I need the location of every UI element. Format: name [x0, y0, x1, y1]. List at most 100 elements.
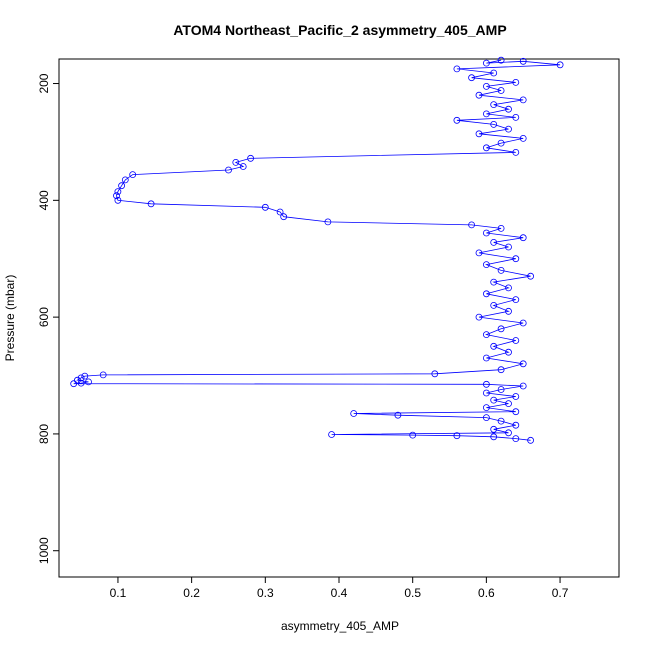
data-point [482, 389, 490, 397]
data-point [453, 432, 461, 440]
y-tick-label: 200 [37, 73, 51, 93]
data-point [475, 130, 483, 138]
data-point [99, 371, 107, 379]
data-point [247, 154, 255, 162]
data-point [519, 382, 527, 390]
y-tick-label: 800 [37, 424, 51, 444]
data-point [497, 56, 505, 64]
data-point [519, 134, 527, 142]
y-axis: 200 400 600 800 1000 [37, 73, 59, 564]
data-point [505, 284, 512, 292]
data-point [497, 87, 505, 94]
data-point [232, 158, 240, 166]
data-point [519, 57, 527, 65]
data-point [490, 69, 498, 77]
data-point [482, 380, 490, 388]
data-point [482, 414, 490, 422]
data-point [261, 203, 269, 211]
data-point [512, 408, 520, 416]
data-point [225, 166, 232, 174]
data-point [453, 65, 461, 73]
data-point [519, 96, 527, 104]
data-point [527, 436, 534, 444]
data-point [556, 61, 564, 69]
data-point [527, 272, 534, 280]
data-point [394, 411, 402, 419]
data-point [497, 266, 505, 274]
data-point [475, 313, 483, 321]
data-point [113, 192, 120, 200]
data-point [505, 243, 512, 251]
data-point [482, 144, 490, 152]
data-point [505, 429, 512, 437]
data-point [431, 370, 439, 378]
x-axis: 0.1 0.2 0.3 0.4 0.5 0.6 0.7 [110, 577, 569, 600]
data-point [70, 380, 78, 388]
data-point [497, 139, 505, 147]
data-point [512, 79, 520, 86]
data-point [77, 379, 85, 387]
y-axis-label: Pressure (mbar) [3, 275, 17, 362]
data-point [114, 196, 122, 204]
data-point [505, 125, 512, 133]
data-point [519, 360, 527, 368]
data-point [324, 218, 332, 226]
x-tick-label: 0.2 [183, 586, 200, 600]
x-tick-label: 0.1 [110, 586, 127, 600]
data-point [239, 163, 247, 170]
data-point [505, 400, 512, 408]
data-point [475, 249, 483, 257]
x-tick-label: 0.4 [331, 586, 348, 600]
x-tick-label: 0.3 [257, 586, 274, 600]
data-point [512, 393, 520, 400]
data-point [147, 200, 155, 208]
data-point [512, 255, 520, 263]
data-point [475, 91, 483, 99]
data-point [490, 278, 498, 286]
data-point [482, 404, 490, 412]
data-point [505, 348, 512, 356]
y-tick-label: 600 [37, 307, 51, 327]
data-point [512, 148, 520, 156]
data-point [519, 234, 527, 242]
x-tick-label: 0.5 [404, 586, 421, 600]
data-point [81, 372, 89, 380]
data-point [490, 342, 498, 350]
x-tick-label: 0.6 [478, 586, 495, 600]
data-point [512, 296, 520, 304]
data-point [490, 101, 498, 108]
data-point [512, 114, 520, 121]
data-point [482, 110, 490, 118]
data-point [512, 337, 520, 344]
data-point [129, 171, 137, 179]
data-point [497, 224, 505, 232]
data-point [497, 417, 505, 425]
data-point [497, 366, 505, 374]
chart-title: ATOM4 Northeast_Pacific_2 asymmetry_405_… [173, 22, 506, 38]
y-tick-label: 400 [37, 190, 51, 210]
data-point [497, 325, 505, 333]
data-point [482, 83, 490, 90]
x-axis-label: asymmetry_405_AMP [281, 619, 399, 633]
data-point [490, 301, 498, 309]
data-point [409, 431, 417, 439]
data-point [482, 229, 490, 237]
series-group [70, 56, 564, 444]
data-point [276, 208, 284, 216]
data-point [490, 425, 498, 433]
data-point [468, 74, 476, 82]
data-point [118, 182, 125, 190]
data-point [482, 331, 490, 339]
data-point [490, 238, 498, 246]
data-point [512, 421, 520, 429]
data-point [280, 213, 288, 221]
data-point [505, 307, 512, 315]
data-point [482, 261, 490, 269]
data-point [121, 176, 129, 184]
data-point [505, 105, 512, 113]
data-point [490, 433, 498, 441]
data-point [497, 386, 505, 393]
data-point [482, 59, 490, 67]
data-point [350, 410, 358, 417]
